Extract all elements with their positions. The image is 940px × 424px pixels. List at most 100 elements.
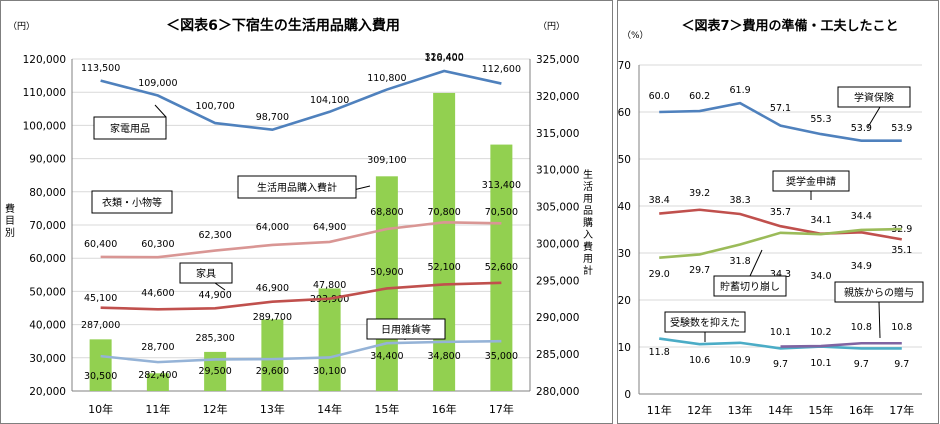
line-data-label: 10.1	[770, 327, 791, 338]
line-data-label: 60,400	[84, 239, 117, 250]
series-line-奨学金申請	[659, 208, 903, 241]
right-axis-title-char: 入	[583, 230, 593, 241]
line-data-label: 44,600	[141, 288, 174, 299]
x-tick-label: 17年	[889, 403, 914, 417]
left-tick-label: 110,000	[23, 87, 66, 99]
left-tick-label: 40,000	[29, 320, 66, 332]
callout-juken-text: 受験数を抑えた	[670, 316, 740, 329]
series-line-親族からの贈与	[780, 341, 902, 348]
line-data-label: 34.4	[851, 211, 872, 222]
right-axis-unit: （円）	[538, 21, 565, 32]
line-data-label: 53.9	[851, 123, 872, 134]
right-tick-label: 285,000	[536, 349, 579, 361]
right-tick-label: 325,000	[536, 54, 579, 66]
left-axis-title-char: 費	[5, 202, 15, 215]
line-data-label: 31.8	[729, 256, 750, 267]
line-data-label: 53.9	[891, 123, 912, 134]
line-data-label: 10.6	[689, 355, 710, 366]
line-data-label: 10.2	[810, 327, 831, 338]
line-data-label: 60.2	[689, 91, 710, 102]
x-tick-label: 16年	[432, 402, 457, 416]
line-data-label: 44,900	[199, 290, 232, 301]
bar-data-label: 289,700	[253, 312, 292, 323]
chart-7-panel: ＜図表7＞費用の準備・工夫したこと （%） 0 10 20 30 40 50 60 70 11年 12…	[617, 0, 939, 424]
line-data-label: 55.3	[810, 114, 831, 125]
bar-14年	[318, 288, 341, 391]
left-tick-label: 50,000	[29, 286, 66, 298]
line-data-label: 98,700	[256, 112, 289, 123]
callout-gakushi-text: 学資保険	[854, 91, 894, 104]
series-line-家具	[100, 281, 502, 311]
bar-12年	[204, 351, 227, 391]
left-axis-title-char: 別	[5, 227, 15, 239]
line-data-label: 28,700	[141, 342, 174, 353]
callout-kaden-box	[93, 116, 167, 140]
line-data-label: 62,300	[199, 230, 232, 241]
line-data-label: 60.0	[649, 91, 670, 102]
left-tick-label: 60,000	[29, 253, 66, 265]
x-tick-label: 14年	[317, 402, 342, 416]
callout-chochiku-leader	[749, 249, 763, 277]
callout-kaden-leader	[154, 104, 167, 118]
line-data-label: 35.1	[891, 245, 912, 256]
right-axis-title-char: 品	[583, 205, 593, 217]
callout-chochiku-text: 貯蓄切り崩し	[720, 280, 780, 293]
right-tick-label: 320,000	[536, 91, 579, 103]
y-tick-label: 10	[618, 342, 631, 354]
x-tick-label: 12年	[203, 402, 228, 416]
callout-shougaku-text: 奨学金申請	[786, 175, 836, 188]
line-data-label: 11.8	[649, 347, 670, 358]
callout-total-text: 生活用品購入費計	[257, 181, 337, 194]
callout-kaden-text: 家電用品	[110, 122, 150, 135]
right-tick-label: 290,000	[536, 312, 579, 324]
right-axis-title-char: 用	[583, 254, 593, 265]
bar-16年	[433, 92, 456, 391]
x-tick-label: 13年	[728, 403, 753, 417]
line-data-label: 109,000	[138, 78, 177, 89]
series-line-学資保険	[659, 101, 902, 142]
left-tick-label: 20,000	[29, 386, 66, 398]
line-data-label: 34.0	[810, 271, 831, 282]
line-data-label: 61.9	[729, 85, 750, 96]
bar-data-label: 282,400	[138, 370, 177, 381]
callout-kagu-leader	[214, 282, 226, 291]
x-tick-label: 15年	[374, 402, 399, 416]
bar-data-label: 320,400	[424, 52, 463, 63]
callout-total-box	[237, 175, 357, 199]
line-data-label: 29.7	[689, 265, 710, 276]
line-data-label: 9.7	[894, 359, 909, 370]
line-data-label: 57.1	[770, 103, 791, 114]
y-tick-label: 60	[618, 107, 631, 119]
right-axis-title-char: 購	[583, 216, 593, 229]
y-axis-unit: （%）	[622, 30, 649, 41]
line-data-label: 116,400	[424, 53, 463, 64]
x-tick-label: 12年	[687, 403, 712, 417]
y-tick-label: 50	[618, 154, 631, 166]
line-data-label: 64,000	[256, 222, 289, 233]
x-tick-label: 13年	[260, 402, 285, 416]
series-line-貯蓄切り崩し	[659, 227, 902, 259]
bar-10年	[89, 339, 112, 391]
line-data-label: 29,600	[256, 366, 289, 377]
line-data-label: 30,500	[84, 371, 117, 382]
series-line-受験数を抑えた	[659, 337, 902, 350]
y-tick-label: 40	[618, 201, 631, 213]
line-data-label: 10.8	[891, 322, 912, 333]
left-tick-label: 70,000	[29, 220, 66, 232]
series-line-家電用品	[100, 69, 502, 132]
bar-data-label: 313,400	[482, 180, 521, 191]
line-data-label: 29.0	[649, 269, 670, 280]
chart-6-title: ＜図表6＞下宿生の生活用品購入費用	[166, 17, 400, 34]
line-data-label: 60,300	[141, 239, 174, 250]
line-data-label: 38.4	[649, 195, 670, 206]
y-tick-label: 0	[624, 389, 631, 401]
y-tick-label: 70	[618, 60, 631, 72]
x-tick-label: 11年	[647, 403, 672, 417]
left-axis-title-char: 目	[5, 216, 15, 227]
line-data-label: 35.7	[770, 207, 791, 218]
callout-shinzoku-text: 親族からの贈与	[844, 286, 914, 299]
line-data-label: 45,100	[84, 293, 117, 304]
y-tick-label: 30	[618, 248, 631, 260]
right-axis-title-char: 計	[583, 264, 593, 277]
